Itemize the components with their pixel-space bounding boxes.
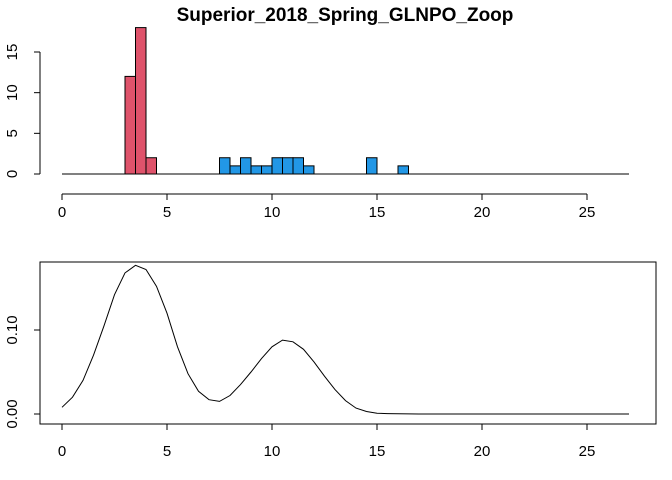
- histogram-x-axis: 0 5 10 15 20 25: [58, 193, 596, 221]
- density-plot-box: [39, 261, 657, 425]
- density-y-axis: 0.00 0.10: [4, 315, 40, 429]
- histogram-bar: [240, 157, 252, 175]
- density-line: [61, 264, 629, 415]
- histogram-bar: [271, 157, 283, 175]
- histogram-bar: [366, 157, 378, 175]
- x-tick-label: 15: [369, 443, 386, 460]
- y-tick-label: 15: [4, 44, 21, 61]
- x-tick-label: 20: [474, 443, 491, 460]
- histogram-bar: [145, 157, 157, 175]
- histogram-bar: [282, 157, 294, 175]
- x-tick-label: 25: [579, 204, 596, 221]
- histogram-bar: [135, 27, 147, 175]
- y-tick-label: 0.00: [4, 399, 21, 428]
- histogram-y-axis: 0 5 10 15: [4, 44, 41, 178]
- histogram-panel: Superior_2018_Spring_GLNPO_Zoop 0 5 10 15 20…: [4, 5, 629, 221]
- x-tick-label: 5: [163, 204, 171, 221]
- x-tick-label: 10: [264, 204, 281, 221]
- x-tick-label: 20: [474, 204, 491, 221]
- histogram-bar: [219, 157, 231, 175]
- y-tick-label: 10: [4, 84, 21, 101]
- x-tick-label: 25: [579, 443, 596, 460]
- x-tick-label: 5: [163, 443, 171, 460]
- histogram-bar: [261, 165, 273, 175]
- histogram-bar: [397, 165, 409, 175]
- histogram-bars: [124, 27, 409, 175]
- x-tick-label: 15: [369, 204, 386, 221]
- histogram-bar: [250, 165, 262, 175]
- y-tick-label: 0: [4, 170, 21, 178]
- density-x-axis: 0 5 10 15 20 25: [58, 424, 596, 460]
- histogram-bar: [292, 157, 304, 175]
- y-tick-label: 0.10: [4, 315, 21, 344]
- histogram-bar: [229, 165, 241, 175]
- histogram-bar: [303, 165, 315, 175]
- y-tick-label: 5: [4, 129, 21, 137]
- x-tick-label: 0: [58, 204, 66, 221]
- density-panel: 0 5 10 15 20 25 0.00 0.10: [4, 261, 657, 460]
- histogram-bar: [124, 75, 136, 175]
- chart-title: Superior_2018_Spring_GLNPO_Zoop: [177, 5, 514, 26]
- x-tick-label: 0: [58, 443, 66, 460]
- x-tick-label: 10: [264, 443, 281, 460]
